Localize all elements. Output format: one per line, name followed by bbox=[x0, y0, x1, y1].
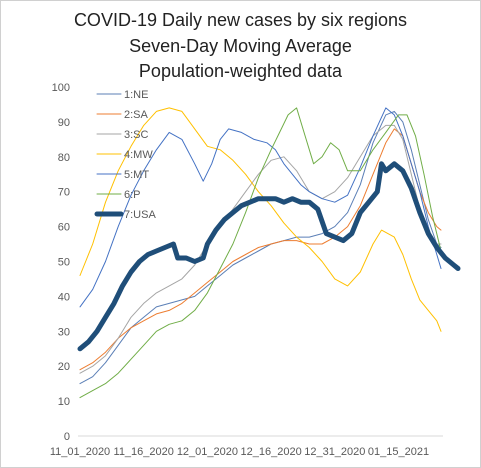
y-tick-label: 70 bbox=[58, 187, 70, 199]
y-tick-label: 60 bbox=[58, 222, 70, 234]
legend-label: 6:P bbox=[124, 189, 141, 201]
legend-label: 2:SA bbox=[124, 109, 149, 121]
y-tick-label: 100 bbox=[52, 82, 70, 94]
y-tick-label: 50 bbox=[58, 257, 70, 269]
legend: 1:NE 2:SA 3:SC 4:MW 5:MT 6:P 7:USA bbox=[94, 89, 156, 221]
series-lines bbox=[77, 107, 461, 399]
legend-label: 1:NE bbox=[124, 89, 148, 101]
legend-label: 4:MW bbox=[124, 149, 153, 161]
series-line-7-usa bbox=[77, 161, 461, 352]
legend-label: 3:SC bbox=[124, 129, 149, 141]
x-tick-label: 01_15_2021 bbox=[368, 446, 429, 458]
x-tick-label: 12_31_2020 bbox=[304, 446, 365, 458]
series-line-5-mt bbox=[79, 107, 442, 308]
y-tick-label: 80 bbox=[58, 152, 70, 164]
y-tick-label: 40 bbox=[58, 291, 70, 303]
legend-label: 5:MT bbox=[124, 169, 149, 181]
chart-title-line-2: Seven-Day Moving Average bbox=[129, 36, 352, 56]
y-tick-label: 90 bbox=[58, 117, 70, 129]
chart-title-line-3: Population-weighted data bbox=[138, 61, 343, 81]
x-axis-ticks: 11_01_2020 11_16_2020 12_01_2020 12_16_2020… bbox=[50, 446, 429, 458]
series-line-2-sa bbox=[79, 128, 442, 371]
y-tick-label: 0 bbox=[64, 431, 70, 443]
legend-label: 7:USA bbox=[124, 209, 156, 221]
series-line-3-sc bbox=[79, 124, 442, 374]
series-line-4-mw bbox=[79, 107, 442, 332]
x-tick-label: 11_16_2020 bbox=[114, 446, 174, 458]
series-line-6-p bbox=[79, 107, 442, 399]
y-tick-label: 30 bbox=[58, 326, 70, 338]
x-tick-label: 12_16_2020 bbox=[241, 446, 302, 458]
y-axis-ticks: 0 10 20 30 40 50 60 70 80 90 100 bbox=[52, 82, 70, 443]
x-tick-label: 11_01_2020 bbox=[50, 446, 110, 458]
x-tick-label: 12_01_2020 bbox=[177, 446, 238, 458]
chart-title-line-1: COVID-19 Daily new cases by six regions bbox=[73, 10, 408, 30]
y-tick-label: 10 bbox=[58, 396, 70, 408]
y-tick-label: 20 bbox=[58, 361, 70, 373]
